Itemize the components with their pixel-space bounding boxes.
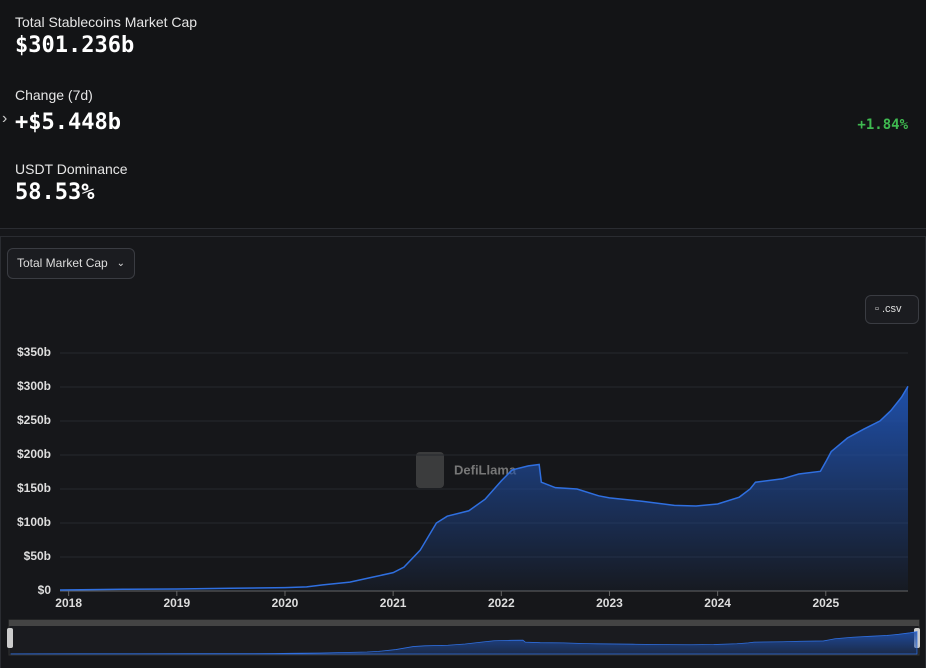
x-tick-label: 2018 (55, 596, 82, 610)
y-tick-label: $0 (38, 583, 52, 597)
line (59, 385, 909, 591)
x-tick-label: 2024 (704, 596, 731, 610)
y-tick-label: $100b (17, 515, 51, 529)
dropdown-label: Total Market Cap (17, 256, 108, 270)
expand-icon[interactable]: › (2, 110, 8, 127)
x-tick-label: 2021 (380, 596, 407, 610)
y-tick-label: $50b (24, 549, 51, 563)
x-tick-label: 2023 (596, 596, 623, 610)
stat-change: +1.84% (857, 117, 908, 133)
slider-handle[interactable] (7, 628, 13, 648)
stat-value: 58.53% (15, 180, 95, 205)
dropdown[interactable]: Total Market Cap ⌄ (7, 248, 135, 279)
watermark: DefiLlama (454, 462, 517, 477)
csv-button[interactable]: ▫ .csv (865, 295, 919, 324)
stats-panel: Total Stablecoins Market Cap $301.236b C… (0, 0, 926, 229)
y-tick-label: $200b (17, 447, 51, 461)
x-tick-label: 2019 (163, 596, 190, 610)
stat-label: Total Stablecoins Market Cap (15, 14, 198, 30)
x-tick-label: 2020 (272, 596, 299, 610)
slider-bar[interactable] (9, 620, 919, 626)
y-tick-label: $350b (17, 345, 51, 359)
watermark-logo (416, 452, 444, 488)
y-tick-label: $250b (17, 413, 51, 427)
stat-value: +$5.448b (15, 110, 121, 135)
stat-label: USDT Dominance (15, 161, 128, 177)
csv-icon: ▫ (875, 303, 879, 315)
csv-label: .csv (881, 303, 902, 315)
y-tick-label: $300b (17, 379, 51, 393)
y-tick-label: $150b (17, 481, 51, 495)
stat-value: $301.236b (15, 33, 135, 58)
x-tick-label: 2022 (488, 596, 515, 610)
x-tick-label: 2025 (812, 596, 839, 610)
chevron: ⌄ (116, 258, 125, 269)
mini-area (10, 631, 918, 655)
area (60, 386, 908, 591)
stat-label: Change (7d) (15, 87, 93, 103)
